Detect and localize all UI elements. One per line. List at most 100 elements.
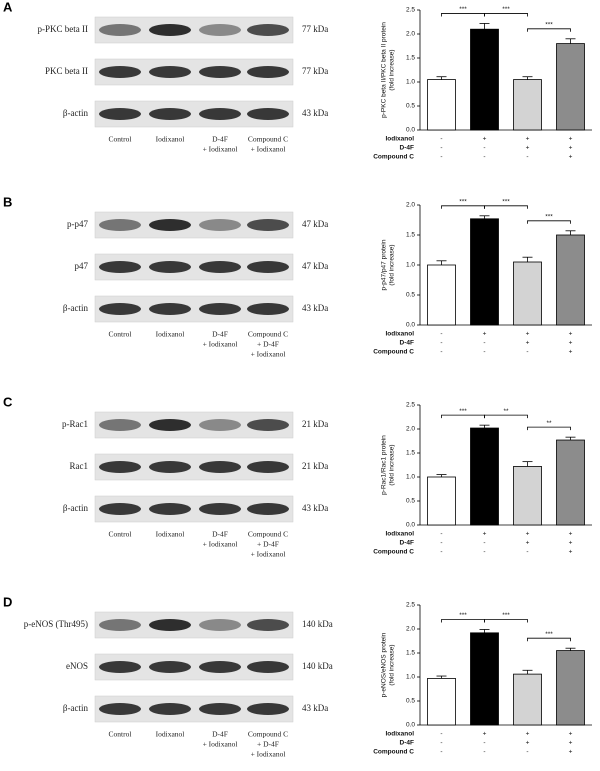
treatment-sign: + — [569, 331, 573, 338]
treatment-sign: + — [569, 540, 573, 547]
blot-band — [99, 261, 141, 273]
bar — [470, 218, 499, 326]
treatment-sign: + — [569, 154, 573, 161]
row-label: p47 — [75, 261, 89, 271]
treatment-sign: + — [526, 731, 530, 738]
treatment-sign: + — [483, 531, 487, 538]
treatment-sign: - — [440, 540, 442, 547]
blot-band — [99, 219, 141, 231]
significance-bracket — [527, 220, 571, 224]
y-tick-label: 1.5 — [406, 232, 415, 239]
y-tick-label: 2.0 — [406, 426, 415, 433]
treatment-sign: + — [526, 340, 530, 347]
lane-label: Iodixanol — [156, 530, 185, 539]
treatment-name: Compound C — [373, 749, 414, 756]
lane-label: Compound C — [248, 330, 288, 339]
blot-band — [99, 24, 141, 36]
blot-band — [149, 619, 191, 631]
treatment-name: D-4F — [400, 540, 414, 547]
significance-label: *** — [545, 214, 553, 221]
size-label: 140 kDa — [302, 661, 333, 671]
y-axis-label: p-Rac1/Rac1 protein — [381, 435, 388, 495]
lane-label: D-4F — [212, 530, 228, 539]
y-tick-label: 1.0 — [406, 79, 415, 86]
significance-label: *** — [502, 199, 510, 206]
blot-band — [247, 619, 289, 631]
significance-bracket — [441, 205, 485, 209]
treatment-name: D-4F — [400, 340, 414, 347]
significance-label: *** — [459, 408, 467, 415]
row-label: p-p47 — [67, 219, 88, 229]
blot-band — [149, 703, 191, 715]
bar — [427, 264, 456, 326]
significance-label: *** — [459, 612, 467, 619]
lane-label: + Iodixanol — [203, 145, 238, 154]
treatment-sign: + — [526, 136, 530, 143]
treatment-sign: + — [526, 145, 530, 152]
treatment-sign: - — [440, 136, 442, 143]
treatment-sign: - — [483, 549, 485, 556]
lane-label: Control — [109, 530, 132, 539]
row-label: p-Rac1 — [62, 419, 88, 429]
significance-bracket — [484, 13, 528, 17]
treatment-sign: + — [526, 531, 530, 538]
bar — [556, 43, 585, 131]
treatment-name: Compound C — [373, 154, 414, 161]
row-label: eNOS — [66, 661, 88, 671]
blot-band — [247, 219, 289, 231]
significance-bracket — [484, 205, 528, 209]
bar — [513, 466, 542, 526]
size-label: 21 kDa — [302, 461, 328, 471]
significance-bracket — [441, 414, 485, 419]
treatment-name: D-4F — [400, 145, 414, 152]
y-tick-label: 0.0 — [406, 127, 415, 134]
blot-band — [199, 108, 241, 120]
blot-band — [247, 303, 289, 315]
bar — [513, 79, 542, 131]
bar — [427, 476, 456, 526]
size-label: 43 kDa — [302, 303, 328, 313]
treatment-name: Compound C — [373, 549, 414, 556]
significance-bracket — [527, 637, 571, 642]
blot-band — [99, 303, 141, 315]
lane-label: + Iodixanol — [251, 550, 286, 559]
treatment-name: Iodixanol — [385, 136, 414, 143]
significance-bracket — [441, 619, 485, 623]
size-label: 43 kDa — [302, 108, 328, 118]
treatment-sign: + — [483, 136, 487, 143]
blot-band — [149, 419, 191, 431]
lane-label: Compound C — [248, 530, 288, 539]
significance-bracket — [484, 619, 528, 623]
lane-label: D-4F — [212, 330, 228, 339]
y-tick-label: 0.0 — [406, 522, 415, 529]
y-axis-label: p-p47/p47 protein — [381, 239, 388, 290]
blot-band — [199, 219, 241, 231]
size-label: 43 kDa — [302, 503, 328, 513]
blot-band — [99, 66, 141, 78]
row-label: p-PKC beta II — [38, 24, 89, 34]
blot-band — [149, 219, 191, 231]
size-label: 43 kDa — [302, 703, 328, 713]
significance-bracket — [441, 13, 485, 17]
lane-label: Iodixanol — [156, 730, 185, 739]
treatment-name: D-4F — [400, 740, 414, 747]
y-axis-label: (fold increase) — [389, 444, 396, 485]
treatment-sign: + — [569, 145, 573, 152]
y-tick-label: 0.5 — [406, 498, 415, 505]
y-tick-label: 1.0 — [406, 674, 415, 681]
treatment-sign: - — [483, 540, 485, 547]
treatment-name: Iodixanol — [385, 331, 414, 338]
bar — [470, 427, 499, 526]
lane-label: + D-4F — [257, 740, 279, 749]
treatment-name: Compound C — [373, 349, 414, 356]
y-axis-label: (fold increase) — [389, 244, 396, 285]
treatment-sign: - — [440, 531, 442, 538]
y-tick-label: 1.0 — [406, 262, 415, 269]
blot-band — [199, 419, 241, 431]
treatment-sign: - — [483, 740, 485, 747]
y-axis-label: (fold increase) — [389, 49, 396, 90]
y-tick-label: 2.0 — [406, 626, 415, 633]
treatment-name: Iodixanol — [385, 531, 414, 538]
bar — [427, 79, 456, 131]
lane-label: Compound C — [248, 135, 288, 144]
